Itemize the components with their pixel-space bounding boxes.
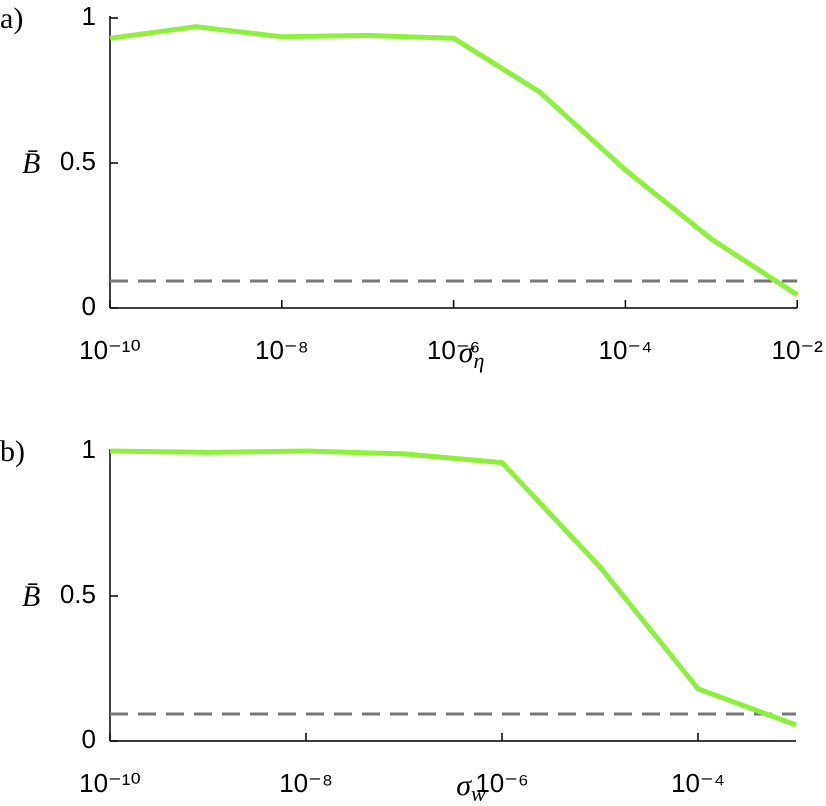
x-tick-label: 10⁻⁴ (598, 335, 652, 365)
x-axis-label: σw (456, 769, 486, 806)
panel-label: b) (0, 435, 25, 468)
x-label-subscript: η (474, 348, 485, 373)
data-line (109, 24, 799, 297)
x-tick-label: 10⁻⁶ (427, 335, 480, 365)
x-tick-label: 10⁻¹⁰ (79, 335, 141, 365)
x-tick-label: 10⁻² (772, 335, 824, 365)
y-tick-label: 1 (82, 1, 96, 31)
y-tick-label: 0.5 (60, 146, 96, 176)
data-line (109, 448, 797, 728)
panel-label: a) (0, 2, 23, 35)
x-label-symbol: σ (456, 769, 472, 802)
x-tick-label: 10⁻⁸ (255, 335, 309, 365)
x-tick-label: 10⁻⁴ (671, 768, 725, 798)
x-tick-label: 10⁻⁸ (279, 768, 333, 798)
x-axis-label: ση (459, 336, 485, 373)
x-label-subscript: w (471, 781, 486, 806)
y-axis-label: B̄ (22, 580, 40, 613)
y-axis-label: B̄ (22, 147, 40, 180)
y-tick-label: 1 (82, 434, 96, 464)
y-tick-label: 0 (82, 291, 96, 321)
y-tick-label: 0 (82, 724, 96, 754)
x-tick-label: 10⁻⁶ (475, 768, 528, 798)
x-label-symbol: σ (459, 336, 475, 369)
y-tick-label: 0.5 (60, 579, 96, 609)
x-tick-label: 10⁻¹⁰ (79, 768, 141, 798)
